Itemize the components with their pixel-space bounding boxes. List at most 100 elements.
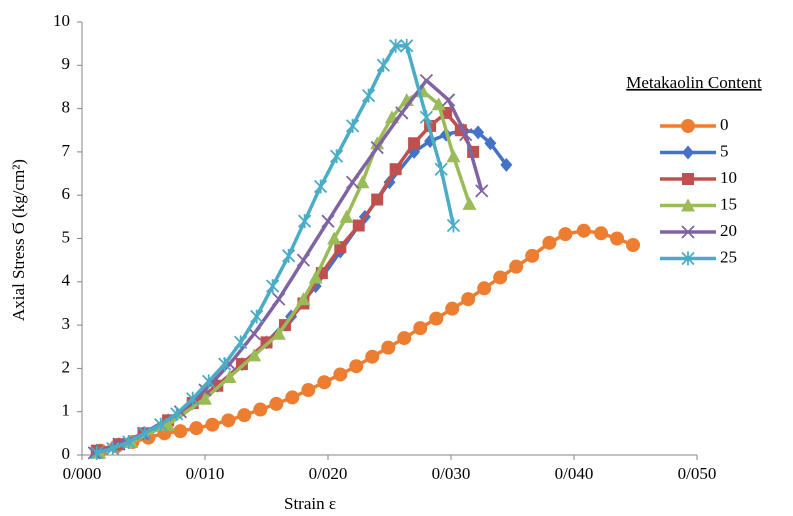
marker (218, 357, 232, 372)
marker (681, 251, 695, 266)
x-tick-label: 0/010 (186, 464, 225, 483)
marker (345, 118, 360, 133)
marker (370, 136, 385, 150)
marker (493, 270, 508, 285)
marker (525, 248, 540, 263)
marker (317, 375, 332, 390)
marker (419, 110, 434, 125)
marker (370, 140, 384, 155)
y-axis-title: Axial Stress Ϭ (kg/cm²) (9, 159, 28, 321)
marker (484, 136, 497, 151)
marker (542, 235, 557, 250)
marker (234, 335, 248, 350)
marker (594, 226, 609, 241)
y-tick-label: 4 (62, 271, 71, 290)
marker (445, 301, 460, 316)
marker (269, 396, 284, 411)
marker (313, 179, 328, 194)
marker (682, 173, 694, 185)
marker (431, 97, 446, 111)
marker (576, 223, 591, 238)
marker (253, 402, 268, 417)
marker (106, 441, 120, 456)
x-tick-label: 0/030 (432, 464, 471, 483)
series-line (99, 228, 634, 453)
y-tick-label: 10 (53, 11, 70, 30)
x-tick-label: 0/040 (555, 464, 594, 483)
series (90, 123, 513, 458)
marker (237, 408, 252, 423)
y-tick-label: 6 (62, 184, 71, 203)
marker (339, 209, 354, 223)
marker (475, 184, 489, 198)
marker (173, 424, 188, 439)
marker (198, 391, 212, 405)
x-tick-label: 0/050 (678, 464, 717, 483)
y-tick-label: 2 (62, 357, 71, 376)
marker (459, 127, 473, 142)
marker (446, 218, 461, 233)
marker (329, 149, 344, 164)
marker (376, 58, 390, 73)
marker (308, 270, 323, 284)
x-tick-label: 0/020 (309, 464, 348, 483)
x-tick-label: 0/000 (63, 464, 102, 483)
legend-label: 25 (720, 247, 737, 266)
marker (365, 349, 380, 364)
marker (122, 435, 136, 450)
marker (349, 359, 364, 374)
marker (462, 196, 477, 210)
marker (345, 175, 360, 189)
y-tick-label: 1 (62, 401, 71, 420)
marker (90, 445, 104, 460)
marker (186, 391, 200, 406)
marker (381, 340, 396, 355)
y-tick-label: 7 (62, 141, 71, 160)
marker (282, 248, 296, 263)
series (90, 106, 480, 457)
legend-label: 10 (720, 168, 737, 187)
marker (500, 157, 513, 172)
marker (395, 106, 409, 120)
marker (472, 125, 485, 140)
marker (247, 348, 262, 362)
marker (355, 175, 370, 189)
marker (138, 426, 152, 441)
legend-label: 0 (720, 115, 729, 134)
y-tick-label: 5 (62, 227, 71, 246)
marker (681, 198, 695, 212)
marker (202, 374, 216, 389)
marker (509, 259, 524, 274)
marker (434, 162, 448, 177)
marker (205, 417, 220, 432)
marker (371, 193, 384, 206)
marker (408, 137, 421, 150)
marker (419, 73, 434, 88)
marker (681, 119, 695, 133)
marker (250, 309, 264, 324)
marker (297, 214, 312, 229)
marker (413, 321, 428, 336)
y-tick-label: 3 (62, 314, 71, 333)
legend-label: 5 (720, 141, 729, 160)
series (90, 38, 461, 460)
y-tick-label: 8 (62, 98, 71, 117)
marker (285, 390, 300, 405)
marker (477, 281, 492, 296)
marker (626, 237, 641, 252)
marker (222, 370, 237, 384)
marker (321, 214, 335, 228)
marker (327, 231, 342, 245)
marker (389, 38, 403, 53)
marker (397, 331, 412, 346)
marker (271, 326, 286, 340)
marker (87, 446, 101, 460)
marker (301, 383, 316, 398)
marker (400, 38, 414, 53)
marker (296, 292, 311, 306)
marker (389, 163, 402, 176)
marker (272, 292, 286, 306)
legend-label: 20 (720, 221, 737, 240)
legend-title: Metakaolin Content (626, 73, 762, 92)
